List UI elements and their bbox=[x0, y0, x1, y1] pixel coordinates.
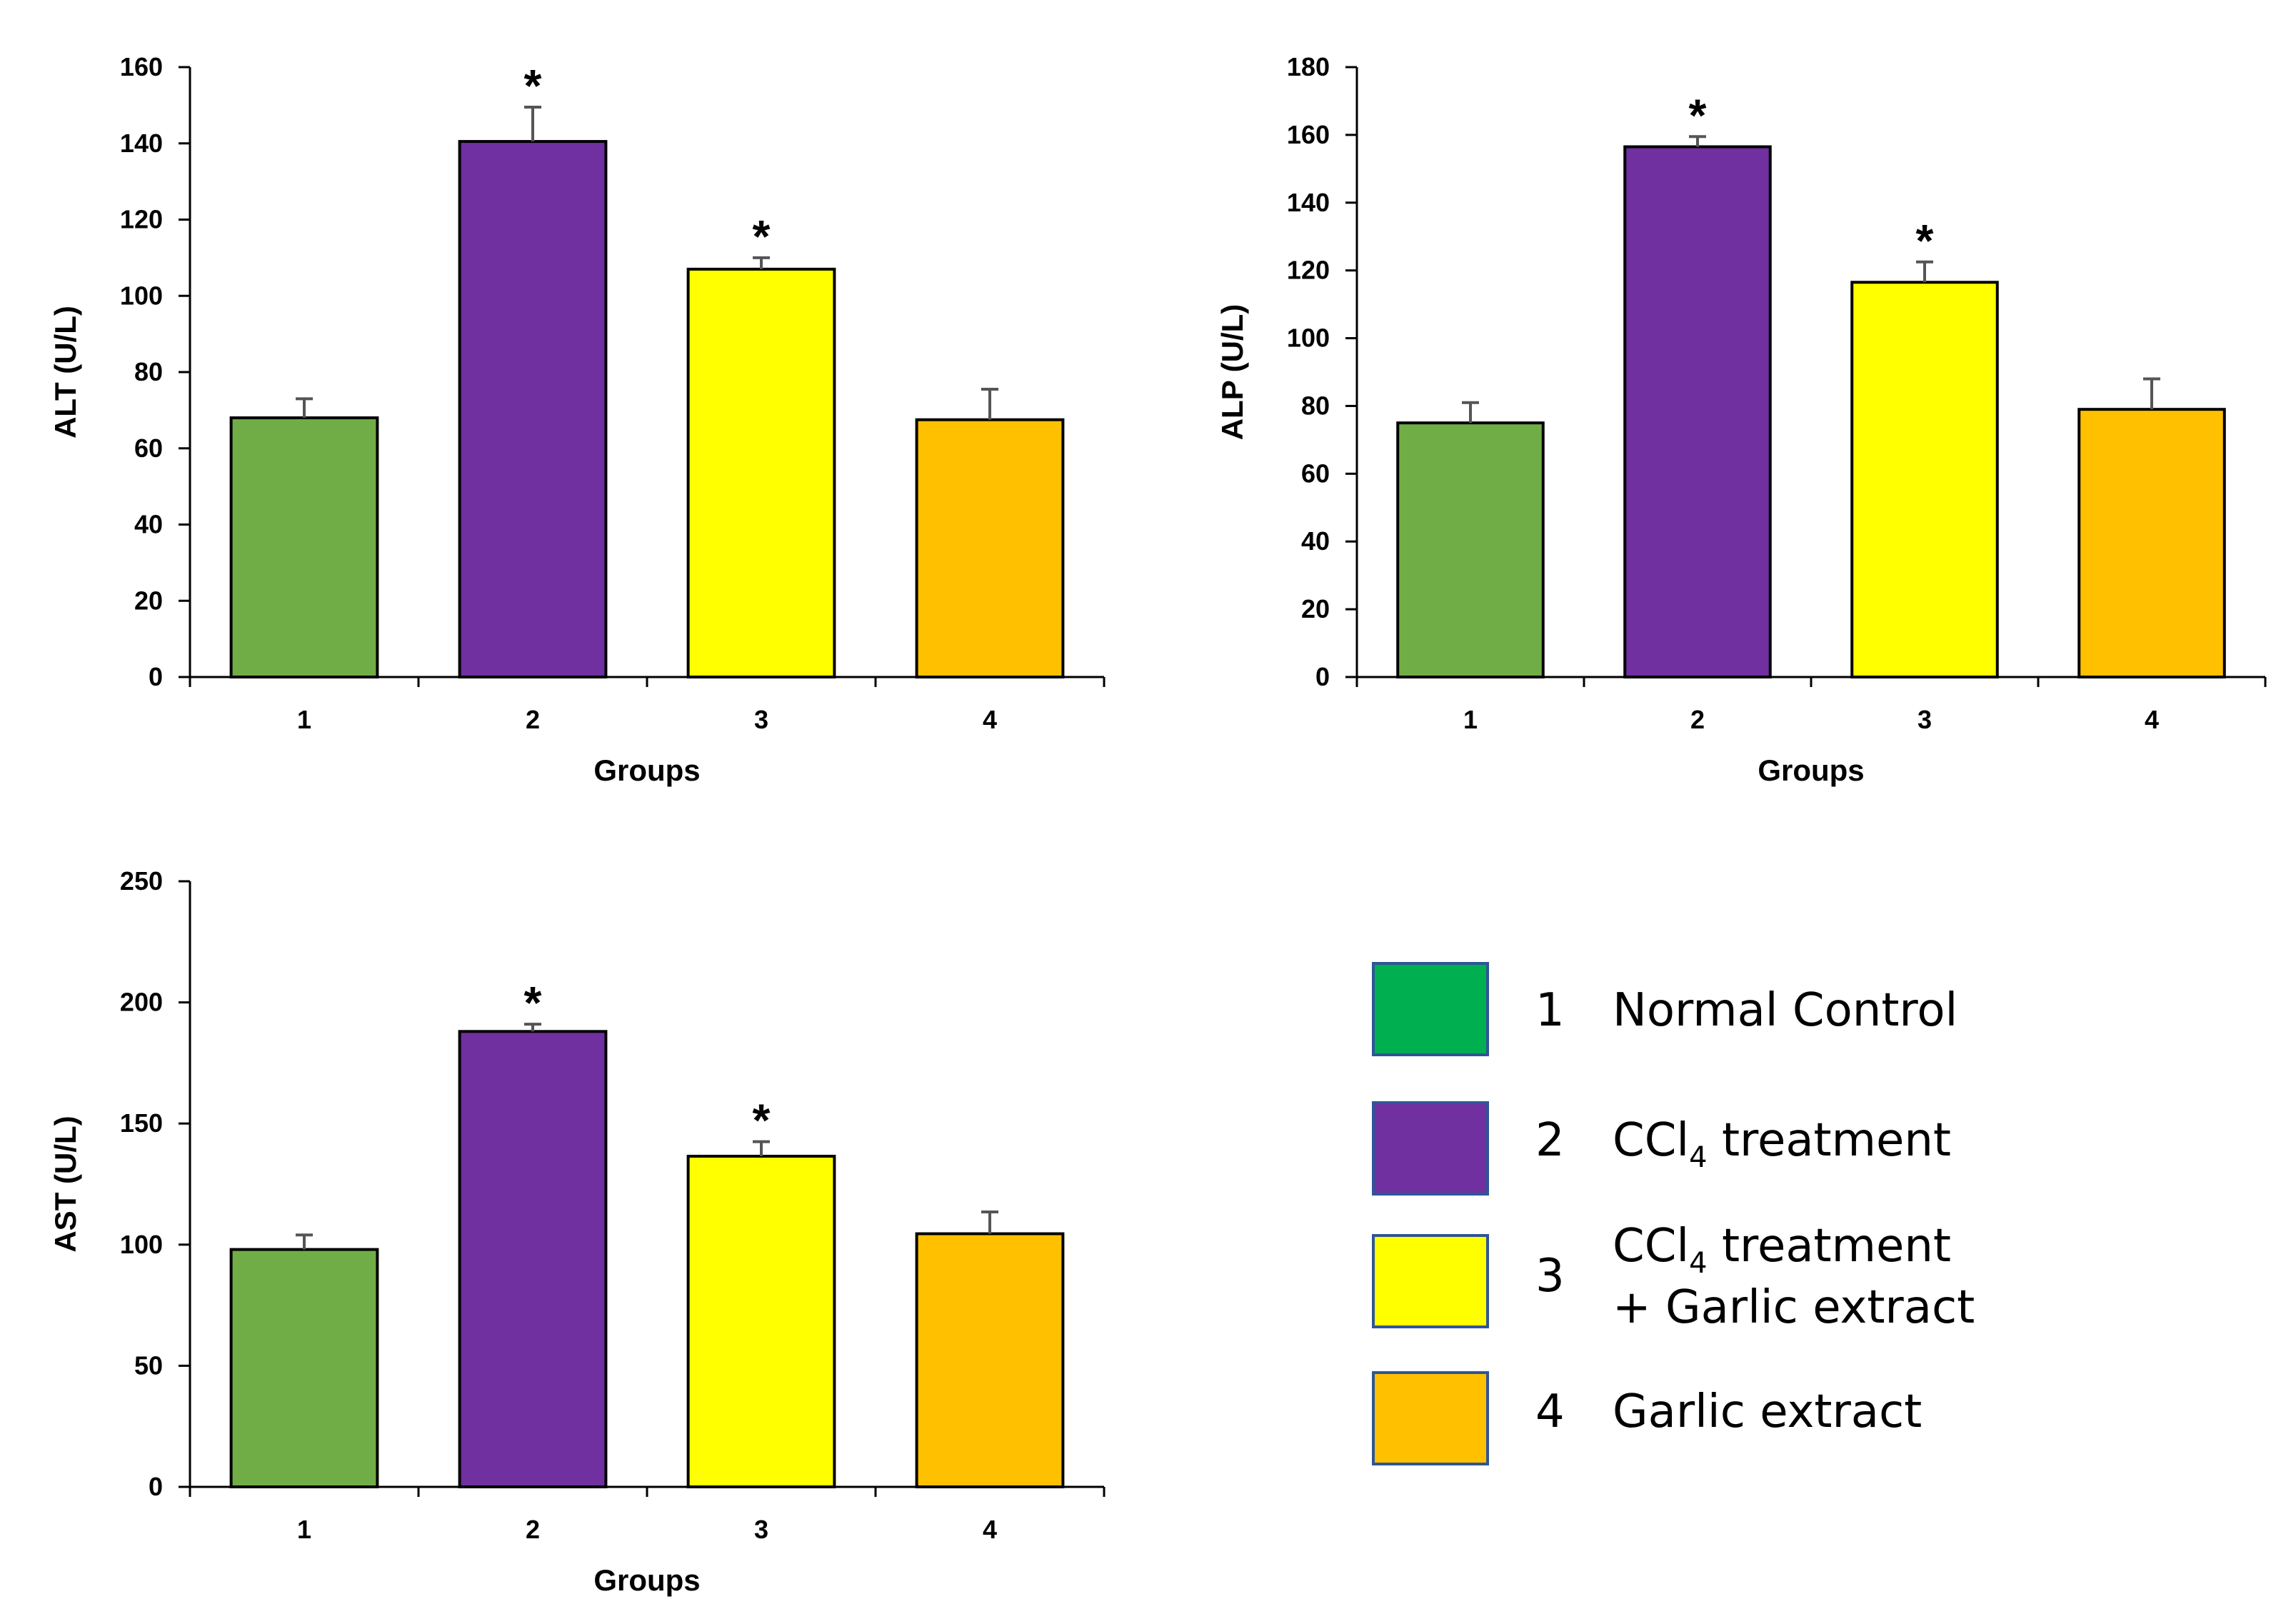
legend-label: Normal Control bbox=[1613, 984, 1957, 1037]
alt-chart: 0 20 40 60 80 100 120 140 160 1 * 2 * 3 4 Groups ALT (U/… bbox=[49, 52, 1106, 787]
legend-item-4: 4 Garlic extract bbox=[1372, 1371, 1922, 1465]
y-tick-label: 0 bbox=[149, 1472, 163, 1501]
legend-item-1: 1 Normal Control bbox=[1372, 962, 1957, 1056]
legend-label-subscript: 4 bbox=[1689, 1141, 1707, 1174]
legend-number: 4 bbox=[1535, 1385, 1565, 1438]
y-tick-label: 120 bbox=[1287, 256, 1330, 285]
y-tick-label: 0 bbox=[1315, 662, 1330, 691]
y-tick-label: 250 bbox=[120, 866, 163, 896]
bar-group-4 bbox=[2077, 408, 2226, 678]
y-tick-label: 140 bbox=[120, 129, 163, 158]
y-tick-label: 140 bbox=[1287, 188, 1330, 217]
significance-marker: * bbox=[524, 977, 542, 1028]
y-axis-title: AST (U/L) bbox=[49, 1116, 82, 1252]
y-tick-label: 40 bbox=[134, 510, 163, 539]
y-axis-title: ALP (U/L) bbox=[1215, 304, 1249, 441]
legend-number: 3 bbox=[1535, 1250, 1565, 1303]
x-tick-label: 1 bbox=[1463, 705, 1478, 734]
legend-item-2: 2 CCl4 treatment bbox=[1372, 1101, 1951, 1196]
y-tick-label: 40 bbox=[1301, 526, 1330, 556]
bar-group-2 bbox=[1623, 145, 1772, 678]
ast-chart: 0 50 100 150 200 250 1 * 2 * 3 4 Groups AST (U/L) bbox=[49, 866, 1106, 1597]
y-tick-label: 120 bbox=[120, 205, 163, 234]
bar-group-3 bbox=[686, 267, 836, 678]
legend-swatch-ccl4-treatment bbox=[1372, 1101, 1489, 1196]
legend-swatch-garlic-extract bbox=[1372, 1371, 1489, 1465]
y-tick-label: 150 bbox=[120, 1108, 163, 1138]
legend-item-3: 3 CCl4 treatment + Garlic extract bbox=[1372, 1220, 1975, 1334]
y-tick-label: 60 bbox=[1301, 458, 1330, 488]
legend-swatch-normal-control bbox=[1372, 962, 1489, 1056]
x-tick-label: 3 bbox=[1917, 705, 1932, 734]
significance-marker: * bbox=[753, 211, 771, 262]
x-tick-label: 3 bbox=[754, 1515, 768, 1544]
significance-marker: * bbox=[1689, 89, 1707, 141]
significance-marker: * bbox=[753, 1095, 771, 1146]
x-tick-label: 4 bbox=[983, 705, 997, 734]
bar-group-4 bbox=[915, 1232, 1065, 1488]
legend-label-prefix: CCl bbox=[1613, 1114, 1689, 1167]
bar-group-2 bbox=[458, 140, 608, 679]
y-tick-label: 20 bbox=[134, 586, 163, 615]
x-tick-label: 4 bbox=[983, 1515, 997, 1544]
alp-chart: 0 20 40 60 80 100 120 140 160 180 1 * 2 * 3 4 Groups ALP … bbox=[1215, 52, 2267, 787]
x-tick-label: 2 bbox=[1690, 705, 1705, 734]
y-tick-label: 100 bbox=[120, 281, 163, 310]
bar-group-2 bbox=[458, 1030, 608, 1488]
bar-group-1 bbox=[229, 1248, 379, 1488]
x-tick-label: 1 bbox=[297, 1515, 311, 1544]
x-axis-title: Groups bbox=[1758, 753, 1864, 787]
legend-label: Garlic extract bbox=[1613, 1385, 1922, 1438]
bar-group-1 bbox=[229, 416, 379, 678]
y-tick-label: 180 bbox=[1287, 52, 1330, 81]
legend-label-suffix: treatment bbox=[1708, 1114, 1951, 1167]
legend-label: CCl4 treatment bbox=[1613, 1114, 1951, 1174]
legend-label-line2: + Garlic extract bbox=[1613, 1281, 1975, 1334]
y-tick-label: 100 bbox=[120, 1230, 163, 1259]
y-tick-label: 80 bbox=[134, 357, 163, 386]
bar-group-3 bbox=[1850, 281, 1999, 678]
x-tick-label: 4 bbox=[2145, 705, 2159, 734]
y-tick-label: 0 bbox=[149, 662, 163, 691]
x-tick-label: 1 bbox=[297, 705, 311, 734]
y-tick-label: 60 bbox=[134, 433, 163, 463]
y-axis-title: ALT (U/L) bbox=[49, 306, 82, 438]
x-axis-title: Groups bbox=[593, 1563, 700, 1597]
y-tick-label: 160 bbox=[120, 52, 163, 81]
legend-label-subscript: 4 bbox=[1689, 1247, 1707, 1280]
legend-label-suffix: treatment bbox=[1708, 1220, 1951, 1273]
bar-group-1 bbox=[1396, 421, 1545, 679]
y-tick-label: 80 bbox=[1301, 391, 1330, 420]
y-tick-label: 200 bbox=[120, 988, 163, 1017]
y-tick-label: 100 bbox=[1287, 324, 1330, 353]
y-tick-label: 160 bbox=[1287, 120, 1330, 149]
legend-label: CCl4 treatment bbox=[1613, 1220, 1951, 1280]
y-tick-label: 20 bbox=[1301, 594, 1330, 623]
legend-number: 1 bbox=[1535, 984, 1565, 1037]
legend-swatch-ccl4-garlic bbox=[1372, 1234, 1489, 1328]
legend: 1 Normal Control 2 CCl4 treatment 3 CCl4… bbox=[1372, 962, 1975, 1465]
x-axis-title: Groups bbox=[593, 753, 700, 787]
legend-label-prefix: CCl bbox=[1613, 1220, 1689, 1273]
bar-group-4 bbox=[915, 418, 1065, 678]
significance-marker: * bbox=[524, 60, 542, 111]
bar-group-3 bbox=[686, 1154, 836, 1488]
x-tick-label: 2 bbox=[526, 705, 540, 734]
y-tick-label: 50 bbox=[134, 1350, 163, 1380]
significance-marker: * bbox=[1916, 215, 1934, 266]
x-tick-label: 3 bbox=[754, 705, 768, 734]
legend-number: 2 bbox=[1535, 1114, 1565, 1167]
x-tick-label: 2 bbox=[526, 1515, 540, 1544]
